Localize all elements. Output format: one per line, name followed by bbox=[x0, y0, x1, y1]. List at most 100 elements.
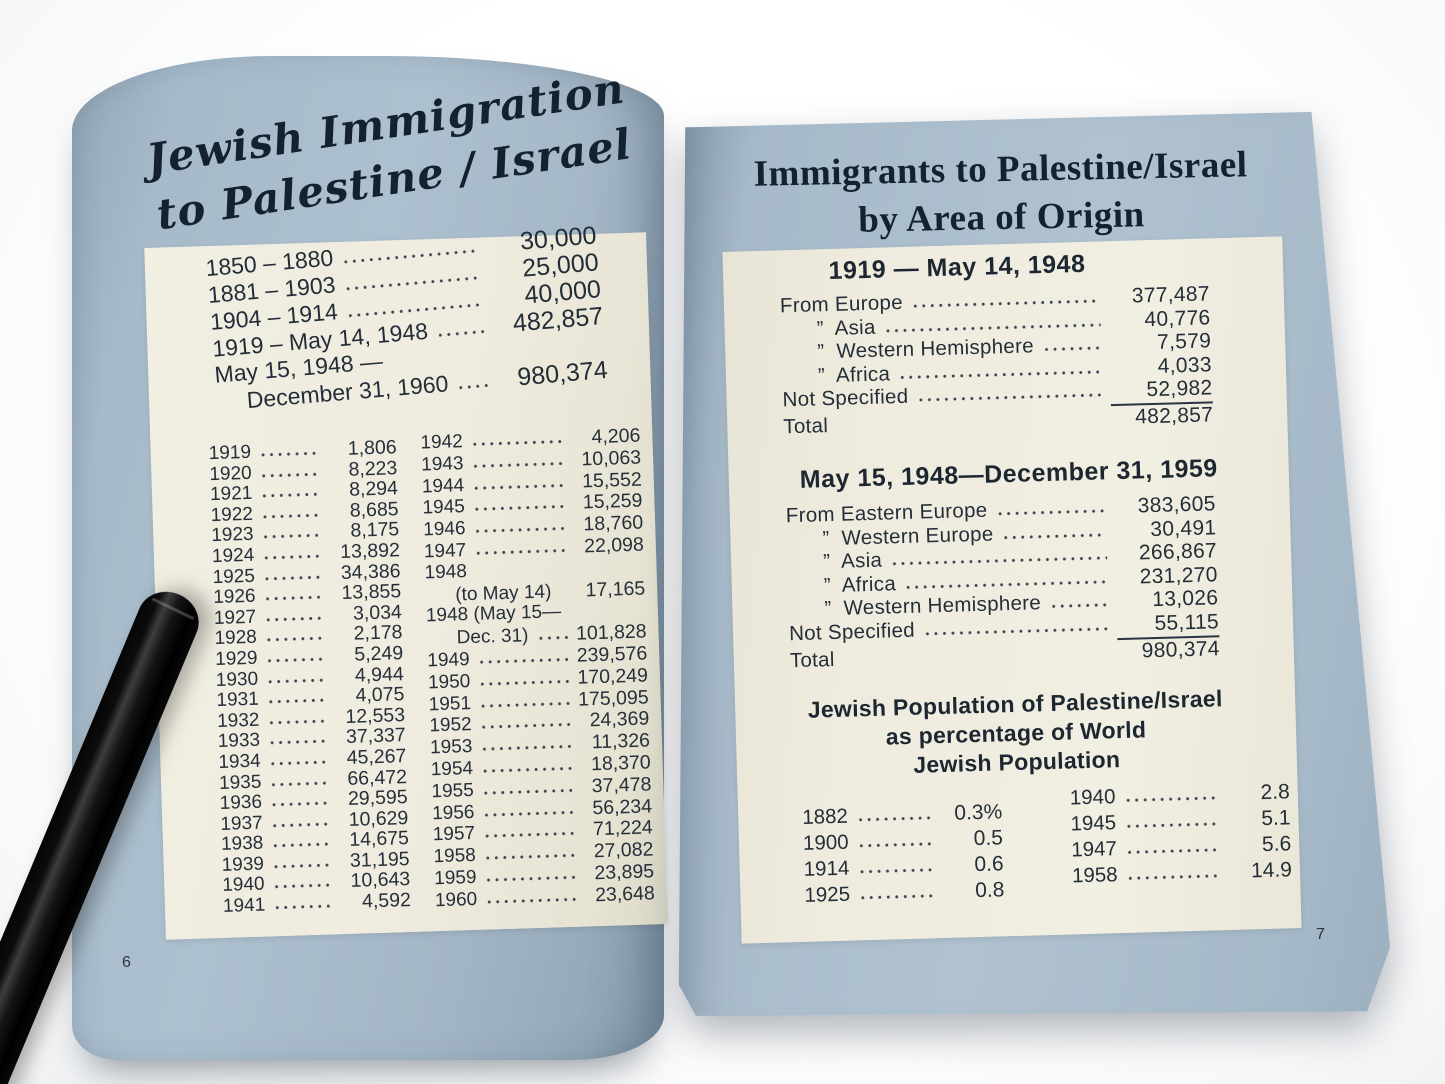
dotted-leader bbox=[995, 508, 1106, 517]
dotted-leader bbox=[475, 569, 567, 577]
left-page: Jewish Immigration to Palestine / Israel… bbox=[72, 56, 668, 1060]
dotted-leader bbox=[1124, 847, 1220, 855]
origin-value: 7,579 bbox=[1156, 329, 1212, 355]
table-row: 1925 0.8 bbox=[804, 878, 1005, 910]
year-label: 1900 bbox=[802, 830, 849, 855]
right-page: Immigrants to Palestine/Israel by Area o… bbox=[678, 111, 1390, 1016]
dotted-leader bbox=[261, 533, 322, 540]
year-label: 1951 bbox=[428, 692, 472, 715]
year-value: 22,098 bbox=[583, 533, 645, 558]
left-data-panel: 1850 – 1880 30,000 1881 – 1903 25,000 19… bbox=[144, 221, 668, 940]
year-value bbox=[577, 615, 647, 617]
dotted-leader bbox=[479, 700, 571, 709]
origin-label: ” Africa bbox=[817, 362, 891, 388]
year-label: 1947 bbox=[423, 540, 467, 563]
dotted-leader bbox=[259, 450, 319, 458]
year-label: 1943 bbox=[420, 452, 464, 476]
origin-label: ” Africa bbox=[823, 572, 897, 598]
origin-value: 383,605 bbox=[1137, 492, 1216, 518]
dotted-leader bbox=[916, 392, 1103, 403]
dotted-leader bbox=[883, 322, 1101, 334]
year-label: 1959 bbox=[433, 866, 477, 890]
dotted-leader bbox=[1001, 531, 1107, 540]
dotted-leader bbox=[855, 815, 931, 823]
year-label: 1942 bbox=[420, 431, 464, 454]
year-label: 1957 bbox=[432, 823, 476, 846]
right-page-title: Immigrants to Palestine/Israel by Area o… bbox=[705, 140, 1297, 247]
dotted-leader bbox=[267, 718, 328, 726]
dotted-leader bbox=[478, 678, 570, 687]
dotted-leader bbox=[470, 439, 563, 447]
year-value: 23,648 bbox=[594, 882, 656, 906]
dotted-leader bbox=[910, 298, 1101, 309]
percent-value: 0.5 bbox=[973, 826, 1004, 851]
year-label: 1925 bbox=[804, 882, 851, 907]
origin-label: ” Asia bbox=[816, 315, 876, 340]
year-value: 17,165 bbox=[585, 577, 646, 601]
percentage-table-col1: 1882 0.3% 1900 0.5 1914 bbox=[802, 800, 1005, 910]
year-label: 1954 bbox=[430, 757, 474, 781]
dotted-leader bbox=[477, 656, 569, 665]
dotted-leader bbox=[858, 893, 933, 901]
origin-value: 30,491 bbox=[1150, 515, 1217, 541]
dotted-leader bbox=[481, 765, 573, 774]
dotted-leader bbox=[263, 594, 324, 602]
origin-value: 482,857 bbox=[1134, 403, 1214, 429]
dotted-leader bbox=[270, 821, 331, 829]
year-label: 1914 bbox=[803, 856, 850, 881]
dotted-leader bbox=[479, 722, 572, 731]
year-label: 1960 bbox=[434, 888, 478, 911]
dotted-leader bbox=[265, 656, 326, 664]
origin-label: Not Specified bbox=[788, 618, 916, 646]
year-label: 1958 bbox=[433, 845, 477, 868]
dotted-leader bbox=[260, 512, 321, 520]
percent-value: 0.6 bbox=[974, 852, 1004, 877]
dotted-leader bbox=[456, 382, 489, 391]
dotted-leader bbox=[271, 862, 332, 870]
origin-table-1919-1948: From Europe 377,487 ” Asia 40,776 ” We bbox=[780, 282, 1214, 439]
table-row: 1958 14.9 bbox=[1072, 858, 1293, 890]
dotted-leader bbox=[471, 460, 564, 469]
dotted-leader bbox=[922, 626, 1110, 637]
dotted-leader bbox=[472, 482, 564, 491]
left-page-title: Jewish Immigration to Palestine / Israel bbox=[125, 58, 656, 246]
dotted-leader bbox=[1124, 821, 1219, 829]
dotted-leader bbox=[480, 744, 573, 752]
dotted-leader bbox=[266, 697, 327, 705]
year-label: 1940 bbox=[1069, 785, 1116, 810]
origin-label: Total bbox=[789, 647, 835, 672]
page-number-left: 6 bbox=[122, 954, 131, 971]
year-label: 1948 (May 15— bbox=[425, 601, 562, 627]
dotted-leader bbox=[481, 787, 574, 796]
year-label: 1948 bbox=[424, 560, 468, 584]
immigration-summary-table: 1850 – 1880 30,000 1881 – 1903 25,000 19… bbox=[204, 221, 609, 415]
dotted-leader bbox=[272, 882, 333, 890]
dotted-leader bbox=[260, 491, 321, 499]
percent-value: 0.3% bbox=[954, 800, 1003, 825]
year-label: 1947 bbox=[1070, 837, 1118, 862]
year-value bbox=[575, 571, 645, 573]
origin-value: 13,026 bbox=[1151, 586, 1219, 612]
dotted-leader bbox=[484, 874, 577, 883]
dotted-leader bbox=[269, 780, 330, 787]
year-label: 1945 bbox=[422, 496, 466, 519]
year-label: 1952 bbox=[429, 714, 473, 737]
yearly-table-col2: 1942 4,206 1943 10,063 1944 15,552 bbox=[420, 425, 655, 911]
dotted-leader bbox=[262, 553, 323, 561]
dotted-leader bbox=[857, 867, 932, 875]
year-label: 1882 bbox=[801, 804, 849, 829]
origin-table-1948-1959: From Eastern Europe 383,605 ” Western Eu… bbox=[786, 492, 1221, 672]
dotted-leader bbox=[268, 759, 329, 767]
origin-value: 377,487 bbox=[1131, 282, 1211, 308]
dotted-leader bbox=[483, 852, 576, 861]
origin-value: 40,776 bbox=[1144, 305, 1211, 331]
dotted-leader bbox=[482, 809, 575, 818]
dotted-leader bbox=[266, 677, 326, 684]
dotted-leader bbox=[273, 903, 334, 911]
year-label: 1949 bbox=[427, 649, 470, 672]
dotted-leader bbox=[472, 504, 565, 513]
dotted-leader bbox=[473, 526, 566, 535]
dotted-leader bbox=[264, 635, 325, 643]
population-percentage-heading: Jewish Population of Palestine/Israel as… bbox=[755, 683, 1277, 784]
